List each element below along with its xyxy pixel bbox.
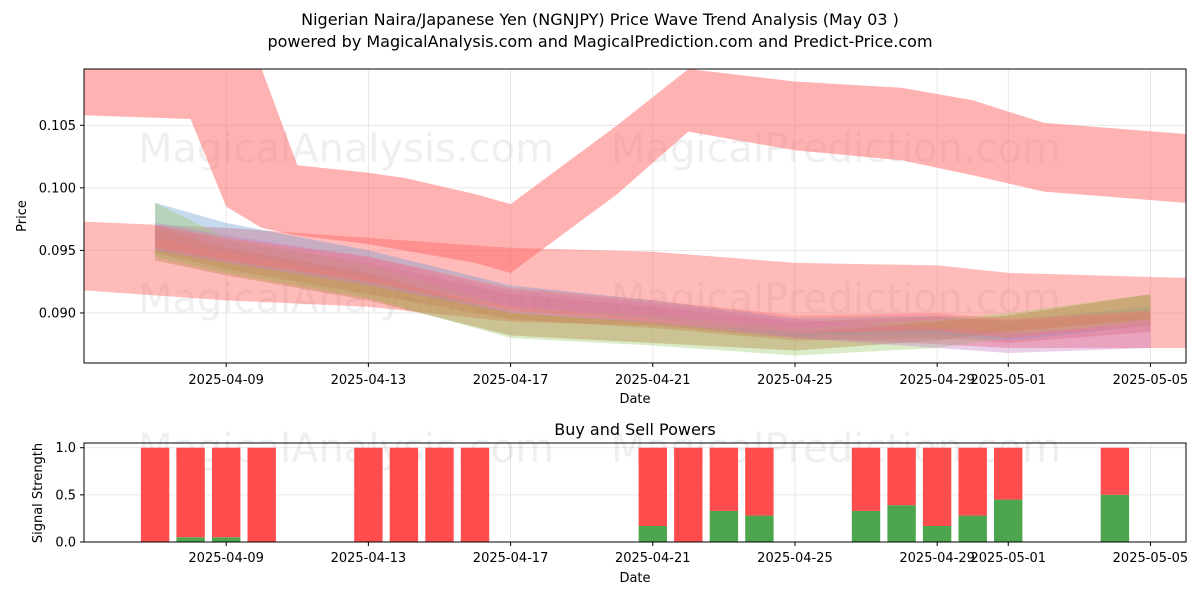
sell-bar <box>140 447 170 542</box>
signal-bars <box>140 447 1130 542</box>
price-y-tick-label: 0.090 <box>39 306 76 321</box>
sell-bar <box>460 447 490 542</box>
buy-bar <box>887 505 916 542</box>
price-y-label: Price <box>15 200 30 232</box>
price-wave-band <box>155 222 1151 353</box>
price-wave-band <box>155 202 1151 341</box>
buy-bar <box>958 515 987 542</box>
sell-bar <box>425 447 454 542</box>
sell-bar <box>389 447 419 542</box>
price-y-ticks: 0.090 0.095 0.100 0.105 <box>39 119 84 321</box>
price-wave-band <box>155 225 1151 343</box>
buy-bar <box>1100 494 1130 542</box>
signal-panel: Buy and Sell Powers MagicalAnalysis.com … <box>31 420 1188 586</box>
price-y-tick-label: 0.105 <box>39 119 76 134</box>
price-x-label: Date <box>619 392 650 407</box>
signal-x-label: Date <box>619 571 650 586</box>
price-axes-frame <box>83 68 1187 364</box>
signal-x-tick-label: 2025-05-01 <box>970 551 1046 566</box>
price-panel: MagicalAnalysis.com MagicalPrediction.co… <box>15 68 1188 407</box>
price-wave-band <box>155 227 1151 351</box>
price-x-tick-label: 2025-05-01 <box>970 373 1046 388</box>
signal-x-ticks: 2025-04-09 2025-04-13 2025-04-17 2025-04-21… <box>188 542 1188 566</box>
price-x-tick-label: 2025-04-13 <box>331 373 407 388</box>
signal-y-label: Signal Strength <box>31 443 46 543</box>
signal-x-tick-label: 2025-04-17 <box>473 551 549 566</box>
sell-bar <box>638 447 667 526</box>
sell-bar <box>247 447 276 542</box>
price-x-tick-label: 2025-04-17 <box>473 373 549 388</box>
watermark-mid-right: MagicalPrediction.com <box>611 276 1061 322</box>
sell-bar <box>922 447 952 526</box>
buy-bar <box>745 515 774 542</box>
buy-bar <box>176 537 205 542</box>
price-x-tick-label: 2025-04-29 <box>899 373 975 388</box>
chart-subtitle: powered by MagicalAnalysis.com and Magic… <box>267 32 933 51</box>
signal-panel-title: Buy and Sell Powers <box>554 420 716 439</box>
signal-x-tick-label: 2025-04-21 <box>615 551 691 566</box>
buy-bar <box>851 510 881 542</box>
buy-bar <box>994 499 1023 542</box>
price-y-tick-label: 0.100 <box>39 181 76 196</box>
signal-y-tick-label: 1.0 <box>55 441 76 456</box>
price-x-tick-label: 2025-04-25 <box>757 373 833 388</box>
sell-bar <box>709 447 739 511</box>
signal-x-tick-label: 2025-04-29 <box>899 551 975 566</box>
price-x-tick-label: 2025-04-21 <box>615 373 691 388</box>
price-x-tick-label: 2025-05-05 <box>1113 373 1189 388</box>
signal-y-tick-label: 0.5 <box>55 488 76 503</box>
buy-bar <box>922 526 952 542</box>
price-trend-band <box>84 221 1186 348</box>
sell-bar <box>674 447 703 542</box>
sell-bar <box>1100 447 1130 495</box>
signal-x-tick-label: 2025-04-25 <box>757 551 833 566</box>
buy-bar <box>638 526 667 542</box>
price-upper-band <box>84 69 1186 273</box>
price-y-tick-label: 0.095 <box>39 244 76 259</box>
sell-bar <box>212 447 241 538</box>
buy-bar <box>212 537 241 542</box>
watermark-mid-left: MagicalAnalysis.com <box>138 276 554 322</box>
signal-x-tick-label: 2025-05-05 <box>1113 551 1189 566</box>
price-x-ticks: 2025-04-09 2025-04-13 2025-04-17 2025-04-21… <box>188 363 1188 388</box>
signal-y-ticks: 0.0 0.5 1.0 <box>55 441 84 551</box>
sell-bar <box>994 447 1023 500</box>
signal-y-tick-label: 0.0 <box>55 536 76 551</box>
sell-bar <box>354 447 383 542</box>
price-wave-band <box>155 225 1151 338</box>
signal-x-tick-label: 2025-04-13 <box>331 551 407 566</box>
sell-bar <box>745 447 774 516</box>
signal-x-tick-label: 2025-04-09 <box>188 551 264 566</box>
sell-bar <box>958 447 987 516</box>
sell-bar <box>887 447 916 506</box>
signal-axes-frame <box>83 442 1187 543</box>
sell-bar <box>176 447 205 538</box>
price-x-tick-label: 2025-04-09 <box>188 373 264 388</box>
price-bands <box>84 69 1186 356</box>
price-watermarks: MagicalAnalysis.com MagicalPrediction.co… <box>138 126 1061 322</box>
buy-bar <box>709 510 739 542</box>
sell-bar <box>851 447 881 511</box>
chart-title: Nigerian Naira/Japanese Yen (NGNJPY) Pri… <box>301 10 899 29</box>
price-wave-band <box>155 202 1151 356</box>
